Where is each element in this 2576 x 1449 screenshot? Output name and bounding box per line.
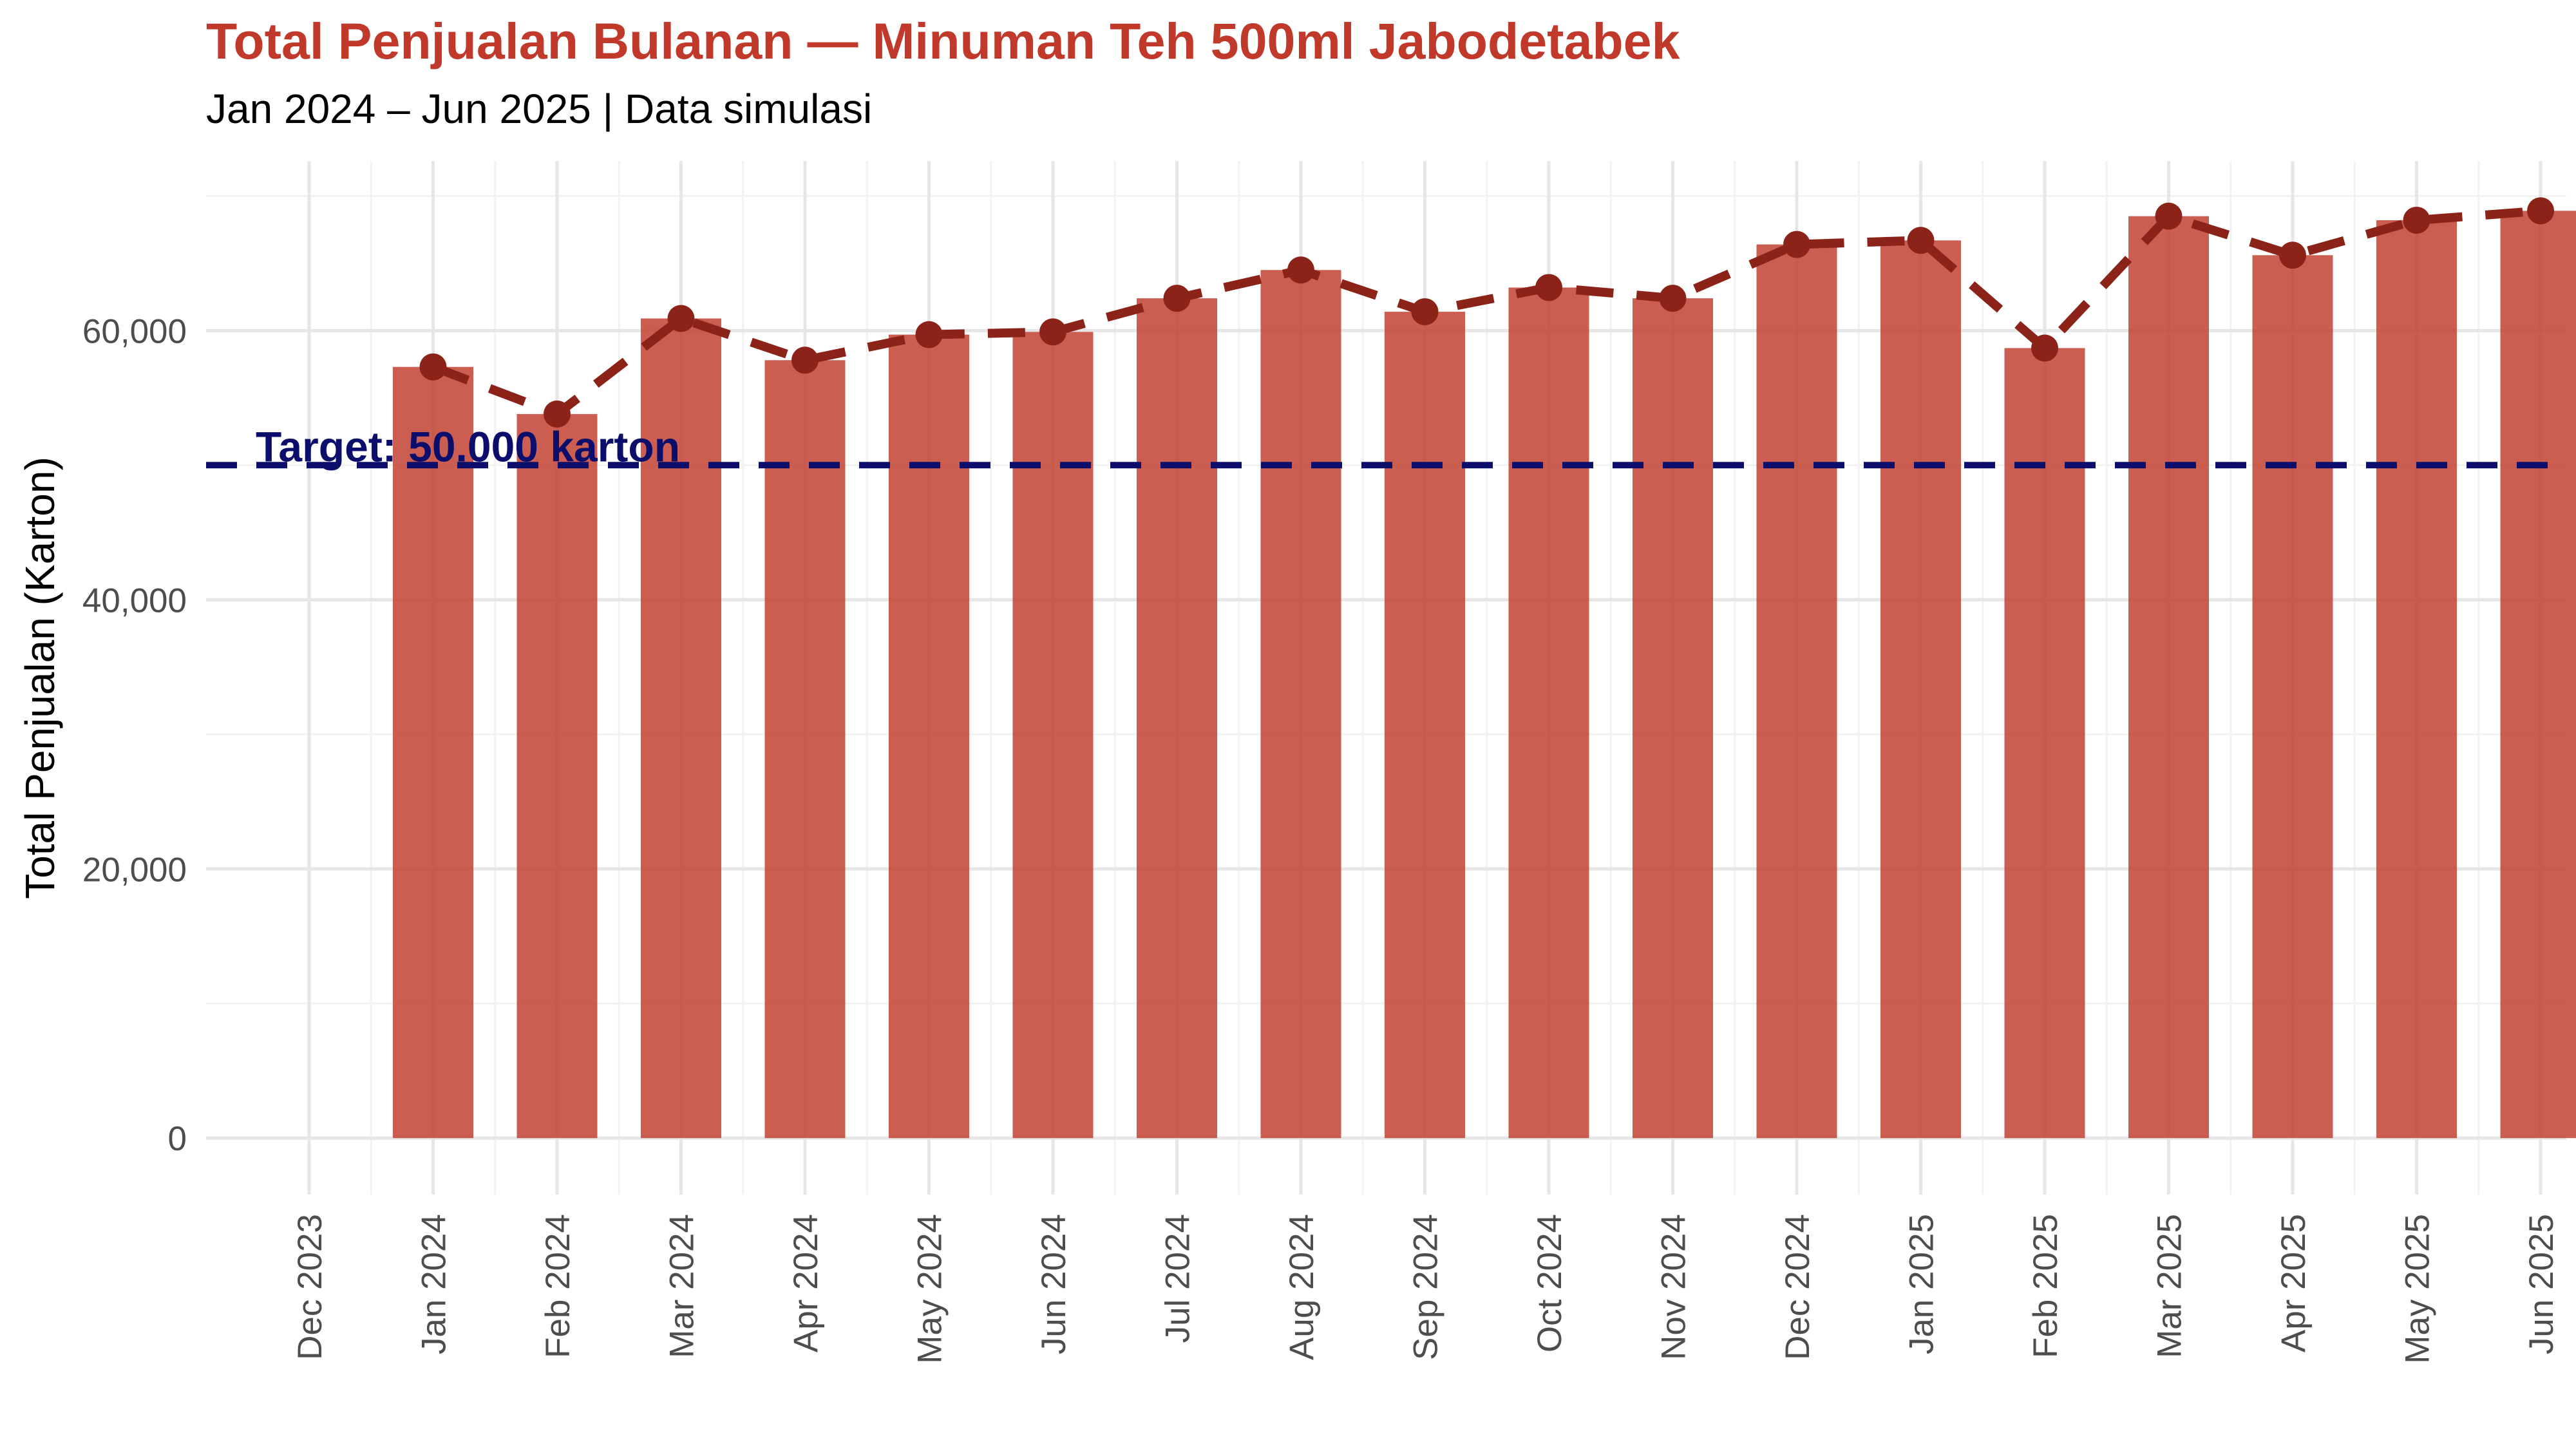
y-axis-label: Total Penjualan (Karton) bbox=[17, 457, 63, 899]
bar bbox=[516, 413, 598, 1139]
data-point bbox=[2155, 202, 2183, 230]
data-point bbox=[544, 400, 571, 428]
bar bbox=[1260, 270, 1341, 1139]
target-label: Target: 50.000 karton bbox=[256, 422, 680, 470]
bar bbox=[393, 366, 473, 1139]
data-point bbox=[2279, 242, 2306, 269]
bar bbox=[1508, 287, 1589, 1139]
bar bbox=[889, 334, 969, 1139]
bar bbox=[2376, 220, 2457, 1139]
bar bbox=[2128, 216, 2209, 1139]
x-tick-label: Dec 2024 bbox=[1779, 1214, 1817, 1360]
x-tick-label: Mar 2025 bbox=[2151, 1214, 2189, 1358]
x-tick-label: Jan 2025 bbox=[1903, 1214, 1941, 1354]
y-tick-label: 60,000 bbox=[82, 312, 187, 350]
bar bbox=[1756, 244, 1837, 1139]
data-point bbox=[1411, 298, 1439, 326]
data-point bbox=[1535, 274, 1562, 301]
x-tick-label: Feb 2025 bbox=[2027, 1214, 2065, 1358]
x-tick-label: May 2025 bbox=[2399, 1214, 2437, 1364]
x-tick-label: Nov 2024 bbox=[1655, 1214, 1693, 1360]
bar bbox=[1633, 298, 1713, 1139]
x-tick-label: May 2024 bbox=[911, 1214, 949, 1364]
x-tick-label: Jul 2024 bbox=[1159, 1214, 1197, 1343]
x-tick-label: Jan 2024 bbox=[415, 1214, 453, 1354]
x-tick-label: Feb 2024 bbox=[539, 1214, 577, 1358]
bar bbox=[1880, 240, 1961, 1139]
data-point bbox=[791, 346, 819, 374]
bar bbox=[764, 360, 846, 1139]
x-tick-label: Oct 2024 bbox=[1531, 1214, 1569, 1352]
data-point bbox=[1659, 285, 1687, 312]
data-point bbox=[2527, 197, 2554, 225]
chart-subtitle: Jan 2024 – Jun 2025 | Data simulasi bbox=[206, 86, 873, 132]
x-tick-label: Mar 2024 bbox=[663, 1214, 701, 1358]
bar bbox=[1012, 332, 1094, 1139]
bar bbox=[2252, 255, 2333, 1139]
y-tick-label: 0 bbox=[168, 1120, 187, 1158]
data-point bbox=[2031, 334, 2058, 362]
x-tick-label: Jun 2025 bbox=[2523, 1214, 2561, 1354]
data-point bbox=[667, 305, 695, 332]
bar bbox=[1385, 312, 1465, 1139]
bar bbox=[2500, 211, 2576, 1139]
y-tick-label: 40,000 bbox=[82, 582, 187, 620]
data-point bbox=[1039, 318, 1066, 346]
bar bbox=[641, 318, 721, 1139]
x-tick-label: Dec 2023 bbox=[291, 1214, 329, 1360]
x-tick-label: Apr 2025 bbox=[2275, 1214, 2313, 1352]
x-tick-label: Apr 2024 bbox=[787, 1214, 825, 1352]
data-point bbox=[915, 321, 943, 348]
x-tick-label: Jun 2024 bbox=[1035, 1214, 1073, 1354]
bar bbox=[2004, 348, 2085, 1139]
x-tick-label: Sep 2024 bbox=[1407, 1214, 1445, 1360]
data-point bbox=[1907, 227, 1935, 254]
x-tick-label: Aug 2024 bbox=[1283, 1214, 1321, 1360]
bar bbox=[1137, 298, 1217, 1139]
data-point bbox=[2403, 206, 2430, 234]
data-point bbox=[1287, 256, 1314, 284]
data-point bbox=[1783, 231, 1810, 258]
data-point bbox=[1163, 285, 1191, 312]
data-point bbox=[419, 353, 447, 381]
chart-title: Total Penjualan Bulanan — Minuman Teh 50… bbox=[206, 12, 1680, 70]
y-tick-label: 20,000 bbox=[82, 851, 187, 889]
trend-line bbox=[431, 206, 2541, 419]
